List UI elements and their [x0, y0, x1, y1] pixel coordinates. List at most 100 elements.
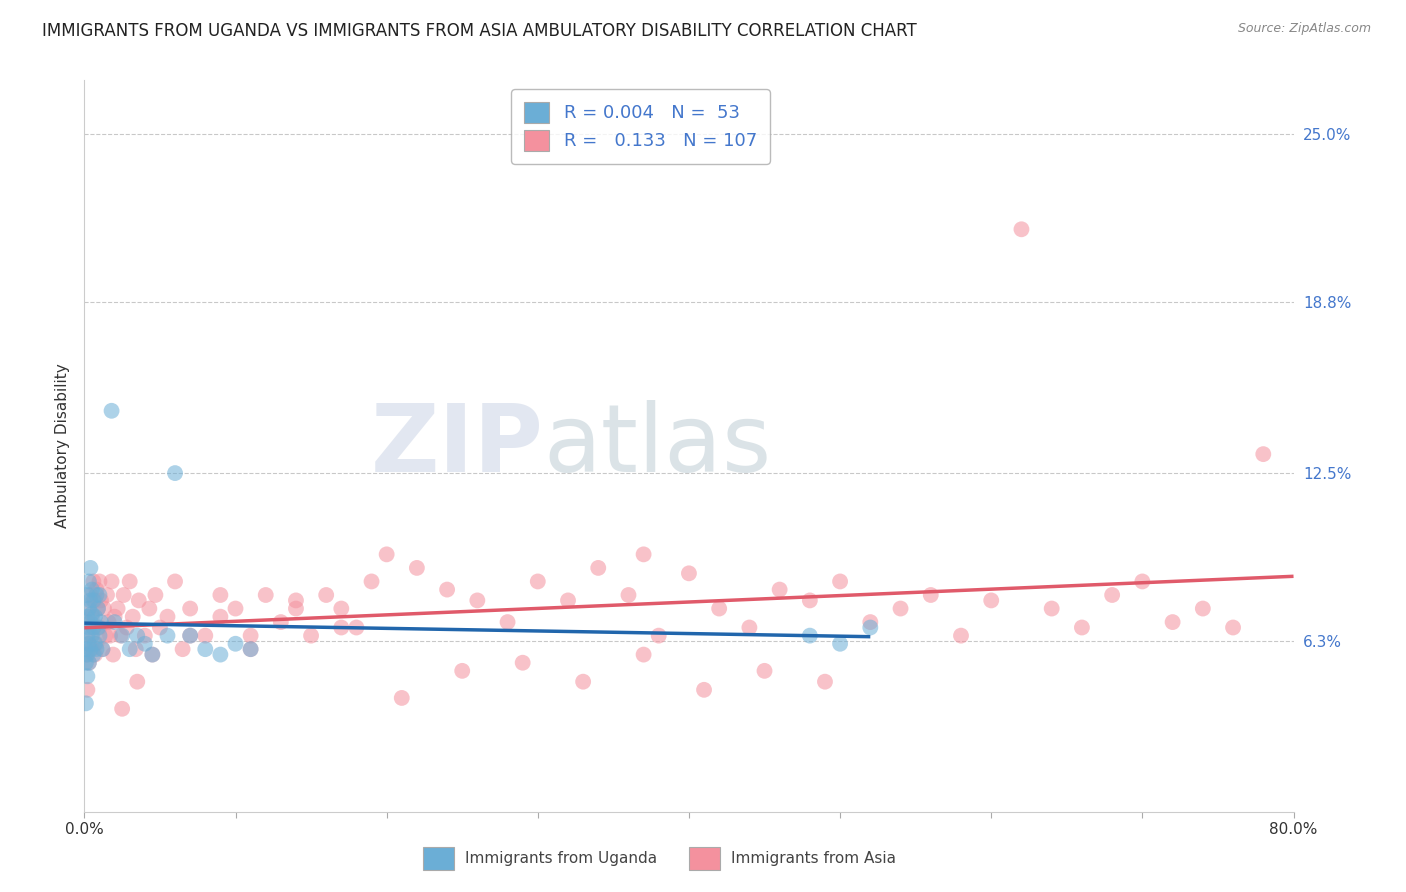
- Point: [588, 561, 610, 575]
- Point: [76, 588, 98, 602]
- Point: [76, 682, 98, 697]
- Point: [830, 574, 852, 589]
- Point: [859, 620, 882, 634]
- Point: [950, 629, 973, 643]
- Point: [77, 601, 100, 615]
- Point: [80, 582, 103, 597]
- Point: [121, 609, 143, 624]
- Point: [98, 629, 121, 643]
- Point: [138, 601, 160, 615]
- Point: [134, 629, 156, 643]
- Point: [79, 629, 101, 643]
- Point: [141, 648, 163, 662]
- Point: [77, 574, 100, 589]
- Point: [179, 629, 201, 643]
- Point: [225, 601, 247, 615]
- Text: Source: ZipAtlas.com: Source: ZipAtlas.com: [1237, 22, 1371, 36]
- Point: [96, 588, 118, 602]
- Point: [75, 642, 97, 657]
- Point: [299, 629, 322, 643]
- Point: [557, 593, 579, 607]
- Point: [82, 648, 104, 662]
- Point: [270, 615, 292, 629]
- Point: [91, 642, 114, 657]
- Point: [141, 648, 163, 662]
- Point: [1161, 615, 1184, 629]
- Point: [1253, 447, 1275, 461]
- Point: [527, 574, 550, 589]
- Point: [75, 648, 97, 662]
- Point: [89, 574, 111, 589]
- Text: atlas: atlas: [544, 400, 772, 492]
- Point: [75, 697, 97, 711]
- Point: [678, 566, 700, 581]
- Point: [572, 674, 595, 689]
- Point: [86, 588, 108, 602]
- Point: [79, 561, 101, 575]
- Point: [890, 601, 912, 615]
- Point: [814, 674, 837, 689]
- Text: Immigrants from Asia: Immigrants from Asia: [731, 851, 896, 866]
- Point: [77, 601, 100, 615]
- Point: [79, 588, 101, 602]
- Point: [165, 574, 187, 589]
- Point: [1071, 620, 1094, 634]
- Point: [145, 588, 167, 602]
- Point: [82, 574, 104, 589]
- Point: [285, 593, 308, 607]
- Point: [330, 620, 353, 634]
- Point: [79, 642, 101, 657]
- Point: [179, 601, 201, 615]
- Point: [209, 609, 232, 624]
- Point: [77, 620, 100, 634]
- Point: [118, 642, 141, 657]
- Point: [799, 629, 821, 643]
- Point: [1222, 620, 1244, 634]
- Point: [239, 629, 262, 643]
- Point: [77, 637, 100, 651]
- Point: [330, 601, 353, 615]
- Point: [391, 690, 413, 705]
- Text: IMMIGRANTS FROM UGANDA VS IMMIGRANTS FROM ASIA AMBULATORY DISABILITY CORRELATION: IMMIGRANTS FROM UGANDA VS IMMIGRANTS FRO…: [42, 22, 917, 40]
- Point: [107, 601, 129, 615]
- Point: [172, 642, 194, 657]
- Point: [633, 547, 655, 561]
- FancyBboxPatch shape: [423, 847, 454, 870]
- Legend: R = 0.004   N =  53, R =   0.133   N = 107: R = 0.004 N = 53, R = 0.133 N = 107: [512, 89, 769, 163]
- Point: [110, 629, 132, 643]
- Point: [80, 607, 103, 621]
- Point: [101, 648, 124, 662]
- Point: [91, 642, 114, 657]
- Point: [225, 637, 247, 651]
- Point: [77, 656, 100, 670]
- Point: [112, 588, 135, 602]
- Point: [165, 466, 187, 480]
- Point: [84, 637, 107, 651]
- Point: [84, 609, 107, 624]
- Point: [709, 601, 731, 615]
- Point: [254, 588, 277, 602]
- Point: [82, 620, 104, 634]
- Point: [1101, 588, 1123, 602]
- Point: [90, 593, 112, 607]
- Point: [84, 648, 107, 662]
- Point: [100, 574, 122, 589]
- Point: [86, 637, 108, 651]
- Point: [179, 629, 201, 643]
- Point: [156, 629, 179, 643]
- Text: Immigrants from Uganda: Immigrants from Uganda: [465, 851, 657, 866]
- Point: [79, 593, 101, 607]
- Point: [111, 702, 134, 716]
- Point: [239, 642, 262, 657]
- Point: [1011, 222, 1033, 236]
- Point: [80, 642, 103, 657]
- Point: [194, 642, 217, 657]
- Point: [375, 547, 398, 561]
- Point: [127, 629, 149, 643]
- Point: [84, 593, 107, 607]
- FancyBboxPatch shape: [689, 847, 720, 870]
- Point: [80, 629, 103, 643]
- Point: [134, 637, 156, 651]
- Point: [285, 601, 308, 615]
- Point: [87, 620, 110, 634]
